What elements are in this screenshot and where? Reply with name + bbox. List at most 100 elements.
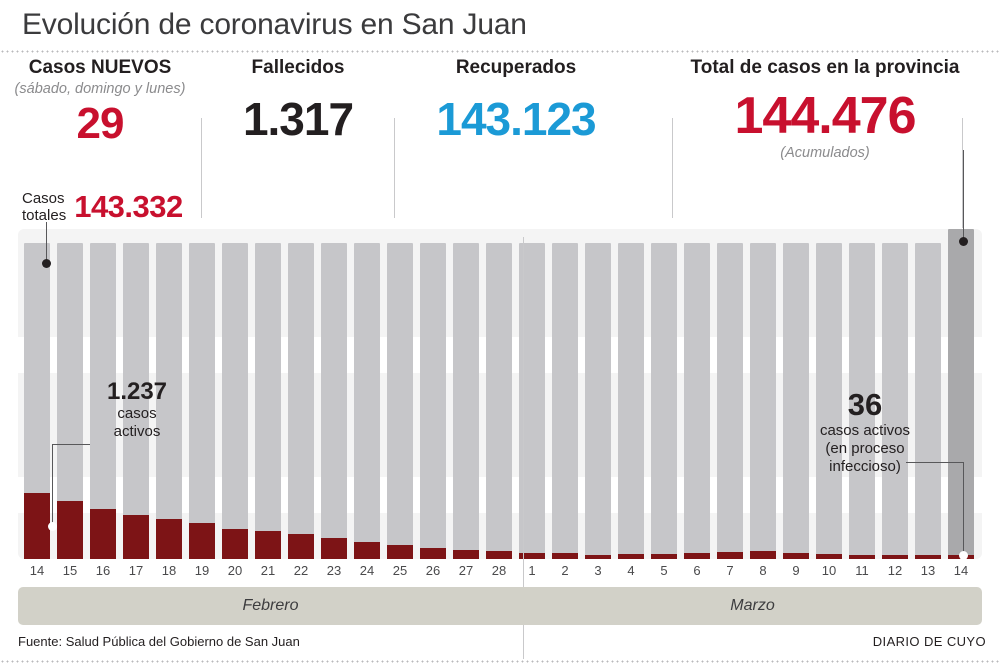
x-tick-1: 1	[528, 563, 536, 578]
x-tick-14: 14	[29, 563, 45, 578]
x-tick-17: 17	[128, 563, 144, 578]
callout-value: 36	[847, 387, 883, 422]
stat-sublabel: (Acumulados)	[780, 145, 870, 161]
bar-segment-total	[717, 243, 743, 559]
leader-line-activos-inicio-horizontal	[52, 444, 90, 445]
marker-dot-total-acumulado	[959, 237, 968, 246]
stat-casos-nuevos: Casos NUEVOS (sábado, domingo y lunes) 2…	[0, 56, 200, 146]
bar-segment-activos	[255, 531, 281, 559]
bar-segment-activos	[453, 550, 479, 559]
bar-segment-total	[651, 243, 677, 559]
callout-label-line2: totales	[22, 207, 67, 224]
x-tick-21: 21	[260, 563, 276, 578]
stat-separator-1	[201, 118, 202, 218]
month-divider	[523, 237, 524, 659]
stat-value: 143.123	[436, 93, 596, 145]
divider-bottom	[0, 660, 1000, 663]
callout-label-line1: Casos	[22, 190, 65, 207]
marker-dot-activos-inicio	[48, 522, 57, 531]
bar-segment-activos	[24, 493, 50, 559]
divider-top	[0, 50, 1000, 53]
bar-segment-total	[948, 229, 974, 559]
x-tick-5: 5	[660, 563, 668, 578]
marker-dot-casos-totales	[42, 259, 51, 268]
x-tick-16: 16	[95, 563, 111, 578]
bar-segment-activos	[684, 553, 710, 559]
bar-segment-activos	[816, 554, 842, 559]
bar-segment-activos	[387, 545, 413, 559]
stat-sublabel: (sábado, domingo y lunes)	[14, 81, 186, 97]
bar-segment-activos	[783, 553, 809, 559]
bar-segment-total	[222, 243, 248, 559]
x-tick-10: 10	[821, 563, 837, 578]
bar-segment-total	[420, 243, 446, 559]
chart-area: 14 15 16 17 18 19 20 21 22 23 24 25 26 27 28 1 2 3 4 5 6 7 8 9 1…	[0, 215, 1000, 659]
x-tick-15: 15	[62, 563, 78, 578]
stat-label: Total de casos en la provincia	[690, 57, 960, 78]
bar-segment-total	[156, 243, 182, 559]
x-tick-13: 13	[920, 563, 936, 578]
stat-total-provincia: Total de casos en la provincia 144.476 (…	[650, 56, 1000, 162]
bar-segment-total	[189, 243, 215, 559]
callout-value: 143.332	[74, 189, 183, 224]
stat-label: Casos NUEVOS	[28, 57, 172, 78]
callout-text-line3: infeccioso)	[829, 458, 901, 475]
bar-segment-activos	[123, 515, 149, 559]
x-tick-8: 8	[759, 563, 767, 578]
x-tick-9: 9	[792, 563, 800, 578]
x-tick-6: 6	[693, 563, 701, 578]
bar-segment-activos	[618, 554, 644, 559]
bar-segment-total	[849, 243, 875, 559]
bar-segment-total	[123, 243, 149, 559]
bar-segment-total	[585, 243, 611, 559]
bar-segment-total	[882, 243, 908, 559]
bar-segment-activos	[288, 534, 314, 559]
bar-segment-activos	[882, 555, 908, 559]
bar-segment-activos	[750, 551, 776, 559]
x-tick-3: 3	[594, 563, 602, 578]
stat-separator-4	[962, 118, 963, 228]
bar-segment-total	[783, 243, 809, 559]
bar-segment-total	[915, 243, 941, 559]
bar-segment-activos	[321, 538, 347, 559]
leader-line-activos-final-vertical	[963, 462, 964, 556]
month-label-febrero: Febrero	[242, 597, 299, 614]
bar-segment-activos	[915, 555, 941, 559]
bar-segment-total	[618, 243, 644, 559]
x-tick-22: 22	[293, 563, 309, 578]
bar-segment-total	[387, 243, 413, 559]
month-label-marzo: Marzo	[730, 597, 775, 614]
bar-segment-total	[288, 243, 314, 559]
x-tick-25: 25	[392, 563, 408, 578]
callout-text-line1: casos activos	[819, 422, 911, 439]
stat-fallecidos: Fallecidos 1.317	[203, 56, 393, 142]
x-tick-20: 20	[227, 563, 243, 578]
bar-segment-total	[486, 243, 512, 559]
x-tick-12: 12	[887, 563, 903, 578]
x-tick-18: 18	[161, 563, 177, 578]
month-band: Febrero Marzo	[18, 587, 982, 625]
bar-segment-activos	[420, 548, 446, 559]
callout-casos-activos-final: 36 casos activos (en proceso infeccioso)	[790, 388, 940, 476]
stat-label: Fallecidos	[251, 57, 345, 78]
stat-value: 144.476	[734, 87, 917, 145]
callout-text-line2: (en proceso	[825, 440, 905, 457]
bar-segment-total	[354, 243, 380, 559]
bar-segment-activos	[849, 555, 875, 559]
bar-segment-total	[552, 243, 578, 559]
leader-line-total-acumulado	[963, 150, 964, 242]
x-tick-4: 4	[627, 563, 635, 578]
page-title: Evolución de coronavirus en San Juan	[22, 8, 527, 41]
x-tick-24: 24	[359, 563, 375, 578]
bar-segment-activos	[519, 553, 545, 559]
bar-segment-activos	[486, 551, 512, 559]
bar-segment-activos	[552, 553, 578, 559]
bar-segment-activos	[717, 552, 743, 559]
x-tick-11: 11	[855, 563, 869, 578]
stat-value: 1.317	[242, 93, 354, 145]
bar-segment-activos	[189, 523, 215, 559]
bar-segment-total	[684, 243, 710, 559]
bar-segment-activos	[222, 529, 248, 559]
bar-segment-total	[321, 243, 347, 559]
